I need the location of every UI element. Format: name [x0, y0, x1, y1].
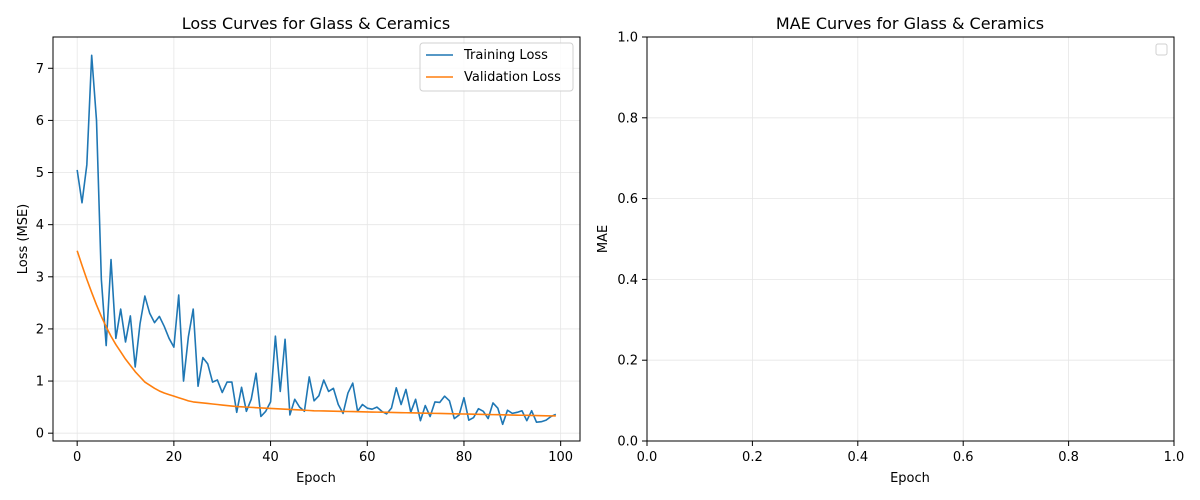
loss-xtick-label-3: 60	[359, 450, 376, 465]
loss-ytick-label-2: 2	[36, 322, 44, 337]
mae-ytick-label-0: 0.0	[617, 435, 638, 450]
mae-ytick-label-5: 1.0	[617, 31, 638, 46]
mae-chart-title: MAE Curves for Glass & Ceramics	[776, 14, 1044, 33]
loss-chart-grid	[53, 37, 580, 441]
mae-ytick-label-4: 0.8	[617, 111, 638, 126]
mae-xtick-label-4: 0.8	[1058, 450, 1079, 465]
loss-xtick-label-4: 80	[456, 450, 473, 465]
loss-chart-ylabel: Loss (MSE)	[16, 204, 31, 274]
mae-xtick-label-3: 0.6	[953, 450, 974, 465]
loss-xtick-label-5: 100	[548, 450, 573, 465]
loss-chart-series	[76, 54, 557, 426]
loss-legend-box	[419, 42, 574, 92]
loss-ytick-label-3: 3	[36, 270, 44, 285]
loss-chart-ticks: 0 20 40 60 80 100 0 1 2 3 4 5 6 7	[36, 62, 573, 465]
loss-chart-frame	[52, 36, 581, 442]
loss-ytick-label-5: 5	[36, 166, 44, 181]
mae-xtick-label-0: 0.0	[637, 450, 658, 465]
loss-xtick-label-2: 40	[262, 450, 279, 465]
loss-xtick-label-1: 20	[166, 450, 183, 465]
loss-ytick-label-6: 6	[36, 114, 44, 129]
mae-ytick-label-3: 0.6	[617, 192, 638, 207]
mae-chart-grid	[646, 36, 1175, 442]
mae-xtick-label-2: 0.4	[847, 450, 868, 465]
loss-ytick-label-7: 7	[36, 62, 44, 77]
loss-ytick-label-4: 4	[36, 218, 44, 233]
loss-series-training-loss	[76, 54, 557, 426]
loss-ytick-label-1: 1	[36, 375, 44, 390]
mae-legend-empty-box	[1155, 43, 1168, 56]
mae-chart-frame	[646, 36, 1175, 442]
mae-chart-panel: MAE Curves for Glass & Ceramics 0.0 0.2 0.…	[596, 14, 1184, 486]
mae-chart-ylabel: MAE	[596, 225, 611, 253]
mae-xtick-label-1: 0.2	[742, 450, 763, 465]
mae-ytick-label-2: 0.4	[617, 273, 638, 288]
loss-series-validation-loss	[76, 250, 556, 417]
loss-chart-legend: Training Loss Validation Loss	[419, 42, 574, 92]
legend-label-validation: Validation Loss	[464, 70, 561, 85]
mae-xtick-label-5: 1.0	[1164, 450, 1185, 465]
loss-chart-title: Loss Curves for Glass & Ceramics	[182, 14, 450, 33]
loss-chart-xlabel: Epoch	[296, 471, 336, 486]
legend-label-training: Training Loss	[463, 48, 548, 63]
loss-xtick-label-0: 0	[73, 450, 81, 465]
loss-chart-panel: Loss Curves for Glass & Ceramics 0 20 40 60…	[16, 14, 581, 486]
mae-ytick-label-1: 0.2	[617, 354, 638, 369]
mae-chart-xlabel: Epoch	[890, 471, 930, 486]
loss-ytick-label-0: 0	[36, 427, 44, 442]
mae-chart-ticks: 0.0 0.2 0.4 0.6 0.8 1.0 0.0 0.2 0.4 0.6 0.8 1.0	[617, 31, 1184, 466]
